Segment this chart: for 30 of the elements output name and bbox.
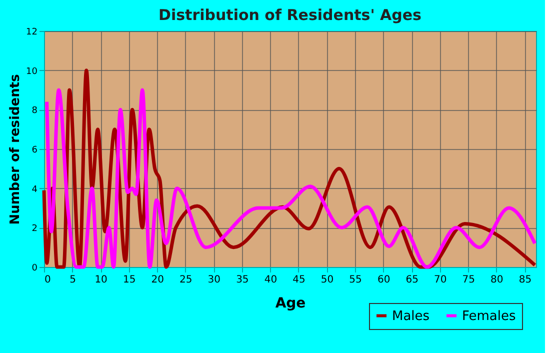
- y-axis-title: Number of residents: [8, 74, 24, 225]
- y-tick-label: 8: [32, 106, 38, 116]
- x-tick-label: 25: [180, 274, 192, 286]
- x-tick-label: 30: [208, 274, 221, 286]
- x-tick-label: 20: [151, 274, 164, 286]
- x-tick-label: 85: [518, 274, 532, 286]
- x-tick-label: 0: [44, 274, 51, 286]
- x-tick-label: 65: [406, 274, 418, 286]
- y-tick-label: 2: [32, 224, 38, 234]
- y-tick-label: 10: [26, 66, 38, 77]
- x-tick-label: 80: [490, 274, 504, 286]
- x-tick-label: 5: [70, 274, 76, 286]
- y-tick-label: 12: [26, 28, 38, 38]
- y-tick-label: 0: [32, 264, 38, 274]
- chart-title: Distribution of Residents' Ages: [158, 6, 422, 24]
- x-tick-label: 75: [462, 274, 476, 286]
- x-tick-label: 70: [434, 274, 447, 286]
- x-tick-label: 40: [264, 274, 278, 286]
- x-tick-label: 60: [377, 274, 390, 286]
- x-tick-label: 35: [236, 274, 249, 286]
- y-tick-label: 4: [32, 184, 38, 195]
- x-axis-title: Age: [275, 296, 306, 312]
- legend-label: Males: [392, 308, 430, 324]
- x-tick-label: 45: [292, 274, 306, 286]
- x-tick-label: 55: [349, 274, 362, 286]
- y-tick-label: 6: [32, 146, 38, 156]
- x-tick-label: 50: [320, 274, 334, 286]
- x-tick-label: 10: [94, 274, 108, 286]
- x-tick-label: 15: [122, 274, 136, 286]
- legend-label: Females: [462, 308, 516, 324]
